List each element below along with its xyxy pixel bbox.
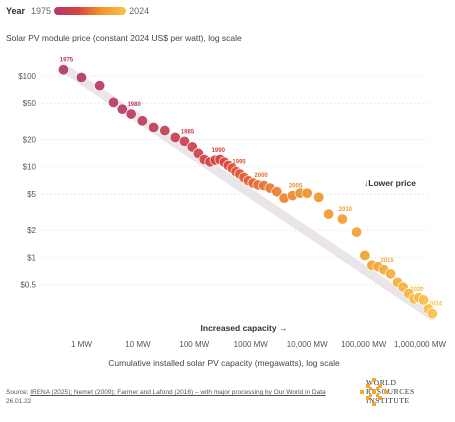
year-label-2024: 2024 <box>429 302 443 308</box>
year-label-1985: 1985 <box>181 129 195 135</box>
y-tick-label: $2 <box>27 226 36 235</box>
data-point-1979[interactable] <box>116 103 128 115</box>
x-axis-label: Cumulative installed solar PV capacity (… <box>108 358 340 368</box>
data-point-2011[interactable] <box>351 226 363 238</box>
legend-start-year: 1975 <box>31 6 52 16</box>
y-tick-label: $20 <box>23 135 37 144</box>
logo-line-1: WORLD <box>366 378 397 387</box>
data-point-2016[interactable] <box>385 268 397 280</box>
data-point-2007[interactable] <box>301 187 313 199</box>
source-prefix: Source: <box>6 389 31 396</box>
data-point-2024[interactable] <box>426 308 438 320</box>
legend-end-year: 2024 <box>129 6 150 16</box>
data-point-2009[interactable] <box>323 208 335 220</box>
data-point-1981[interactable] <box>136 115 148 127</box>
y-tick-label: $5 <box>27 190 36 199</box>
x-tick-label: 1 MW <box>71 340 92 349</box>
x-tick-label: 10 MW <box>125 340 151 349</box>
x-tick-label: 100,000 MW <box>341 340 387 349</box>
y-tick-label: $100 <box>18 72 36 81</box>
data-point-2022[interactable] <box>417 294 429 306</box>
data-point-2003[interactable] <box>271 186 283 198</box>
data-point-1982[interactable] <box>148 122 160 134</box>
year-labels: 1975 1980 1985 1990 1995 2000 2005 2010 2015 2020… <box>60 58 443 308</box>
year-label-2000: 2000 <box>254 173 268 179</box>
y-axis-tick-labels: $100 $50 $20 $10 $5 $2 $1 $0.5 <box>18 72 36 290</box>
year-label-1975: 1975 <box>60 58 74 64</box>
logo-line-3: INSTITUTE <box>366 396 410 405</box>
x-tick-label: 1,000,000 MW <box>394 340 446 349</box>
year-label-2010: 2010 <box>339 207 353 213</box>
y-tick-label: $0.5 <box>20 281 36 290</box>
data-point-1985[interactable] <box>179 135 191 147</box>
grid-lines <box>42 75 430 286</box>
source-date: 26.01.22 <box>6 398 32 405</box>
data-point-2008[interactable] <box>313 191 325 203</box>
year-label-1980: 1980 <box>127 102 141 108</box>
wri-diamond-icon <box>360 378 388 406</box>
logo-line-2: RESOURCES <box>366 387 415 396</box>
x-axis-tick-labels: 1 MW 10 MW 100 MW 1000 MW 10,000 MW 100,000 M… <box>71 340 447 349</box>
data-point-1978[interactable] <box>108 96 120 108</box>
data-points <box>57 64 438 320</box>
source-link[interactable]: IRENA (2025); Nemet (2009); Farmer and L… <box>30 389 326 396</box>
increased-capacity-annotation: Increased capacity → <box>201 323 288 333</box>
x-tick-label: 1000 MW <box>234 340 269 349</box>
y-tick-label: $10 <box>23 163 37 172</box>
y-tick-label: $50 <box>23 99 37 108</box>
year-label-1990: 1990 <box>212 148 226 154</box>
data-point-1976[interactable] <box>75 72 87 84</box>
data-point-2012[interactable] <box>359 249 371 261</box>
y-tick-label: $1 <box>27 253 36 262</box>
lower-price-annotation: ↓Lower price <box>364 178 416 188</box>
year-legend: Year 1975 2024 <box>6 4 149 18</box>
data-point-1977[interactable] <box>94 80 106 92</box>
legend-color-gradient <box>54 7 127 15</box>
year-label-2005: 2005 <box>289 184 303 190</box>
data-point-1983[interactable] <box>159 125 171 137</box>
chart-title: Solar PV module price (constant 2024 US$… <box>6 33 242 43</box>
x-tick-label: 100 MW <box>179 340 209 349</box>
year-label-1995: 1995 <box>232 160 246 166</box>
legend-label: Year <box>6 6 26 16</box>
data-point-2010[interactable] <box>336 213 348 225</box>
data-point-1984[interactable] <box>169 131 181 143</box>
wri-logo: WORLD RESOURCES INSTITUTE <box>360 378 415 406</box>
data-point-1980[interactable] <box>125 108 137 120</box>
year-label-2020: 2020 <box>410 287 424 293</box>
year-label-2015: 2015 <box>380 258 394 264</box>
data-point-1975[interactable] <box>57 64 69 76</box>
x-tick-label: 10,000 MW <box>287 340 328 349</box>
source-note: Source: IRENA (2025); Nemet (2009); Farm… <box>6 388 326 406</box>
